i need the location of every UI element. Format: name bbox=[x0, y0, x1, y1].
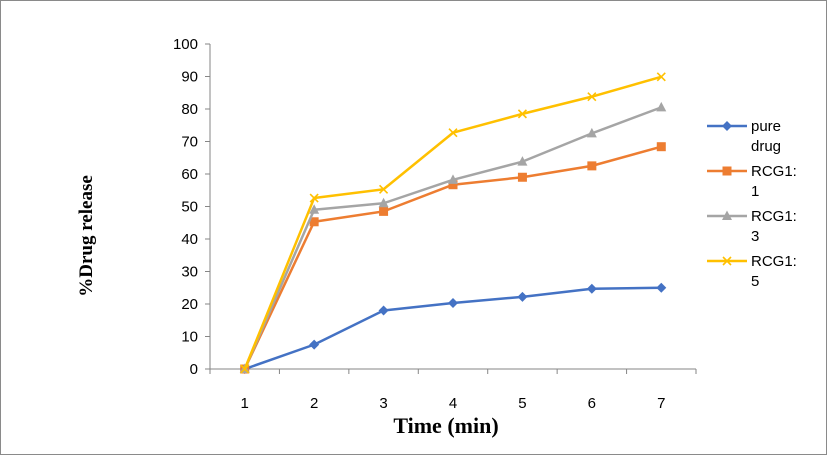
x-tick-label: 7 bbox=[657, 395, 665, 412]
data-point bbox=[448, 298, 458, 309]
x-tick-label: 5 bbox=[518, 395, 526, 412]
data-point bbox=[586, 127, 597, 138]
data-point bbox=[379, 184, 389, 194]
data-point bbox=[448, 174, 458, 184]
plot-area: 0 10 20 30 40 50 60 70 80 90 100 1 2 3 4 5 6 7 bbox=[173, 36, 697, 412]
legend-label: pure bbox=[751, 118, 781, 135]
legend-marker bbox=[722, 166, 732, 176]
legend-label: 1 bbox=[751, 183, 759, 200]
data-point bbox=[309, 217, 319, 227]
x-tick-label: 1 bbox=[241, 395, 249, 412]
data-point bbox=[587, 92, 597, 102]
legend-label: 3 bbox=[751, 228, 759, 245]
y-tick-label: 90 bbox=[181, 69, 198, 86]
data-point bbox=[448, 180, 458, 190]
data-point bbox=[517, 156, 528, 166]
x-tick-label: 4 bbox=[449, 395, 457, 412]
x-axis-title: Time (min) bbox=[393, 413, 498, 438]
data-point bbox=[656, 282, 667, 293]
data-point bbox=[586, 283, 597, 294]
legend-label: drug bbox=[751, 138, 781, 155]
y-tick-label: 80 bbox=[181, 101, 198, 118]
data-point bbox=[240, 364, 250, 374]
legend: pure drug RCG1: 1 RCG1: 3 RCG1: 5 bbox=[707, 118, 797, 290]
data-point bbox=[517, 291, 528, 302]
data-point bbox=[379, 206, 389, 216]
y-tick-label: 60 bbox=[181, 166, 198, 183]
legend-marker bbox=[722, 121, 732, 131]
data-point bbox=[656, 101, 667, 112]
data-point bbox=[448, 128, 458, 138]
legend-marker bbox=[722, 256, 732, 266]
data-point bbox=[517, 172, 527, 182]
legend-marker bbox=[722, 210, 732, 220]
y-tick-label: 70 bbox=[181, 134, 198, 151]
y-tick-label: 20 bbox=[181, 296, 198, 313]
data-point bbox=[378, 197, 389, 208]
x-tick-label: 6 bbox=[588, 395, 596, 412]
data-point bbox=[587, 161, 597, 171]
x-tick-label: 2 bbox=[310, 395, 318, 412]
data-point bbox=[309, 339, 320, 350]
y-tick-label: 50 bbox=[181, 199, 198, 216]
data-point bbox=[309, 204, 320, 214]
data-point bbox=[309, 193, 319, 203]
y-tick-label: 10 bbox=[181, 329, 198, 346]
y-tick-label: 0 bbox=[190, 361, 198, 378]
data-point bbox=[656, 72, 666, 82]
legend-label: RCG1: bbox=[751, 208, 797, 225]
y-tick-label: 30 bbox=[181, 264, 198, 281]
data-point bbox=[656, 142, 666, 152]
x-tick-label: 3 bbox=[379, 395, 387, 412]
y-tick-label: 100 bbox=[173, 36, 198, 53]
legend-label: RCG1: bbox=[751, 163, 797, 180]
data-point bbox=[378, 305, 389, 316]
data-point bbox=[517, 109, 527, 119]
y-tick-label: 40 bbox=[181, 231, 198, 248]
y-axis-title: %Drug release bbox=[76, 175, 97, 297]
legend-label: 5 bbox=[751, 273, 759, 290]
legend-label: RCG1: bbox=[751, 253, 797, 270]
